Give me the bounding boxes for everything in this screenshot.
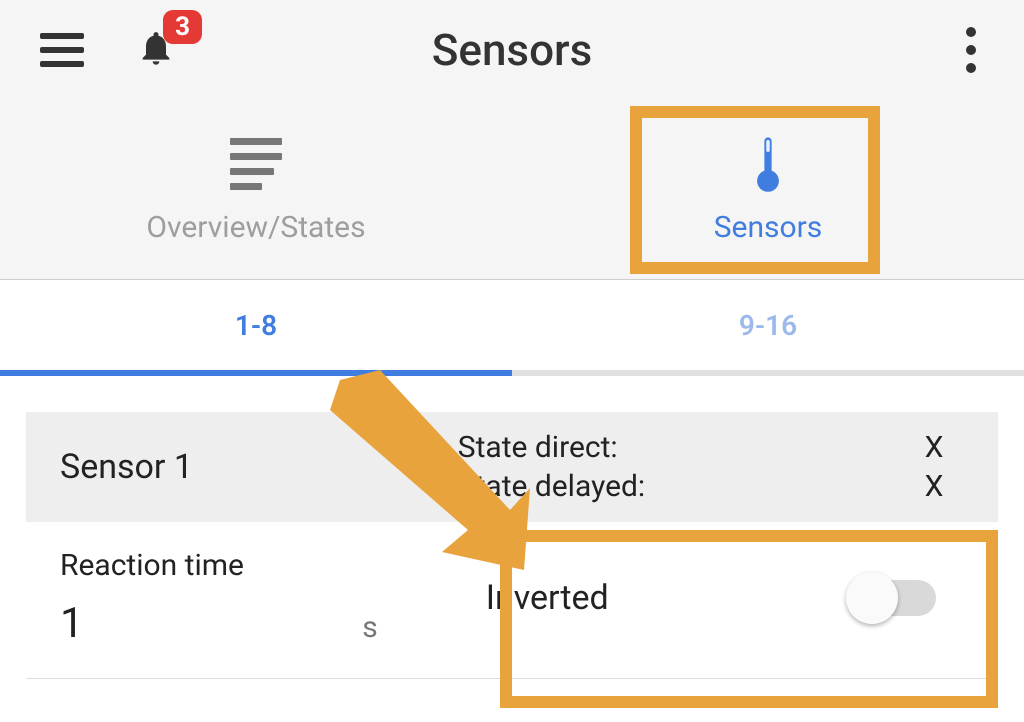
top-tabs: Overview/States Sensors: [0, 100, 1024, 280]
reaction-time-value: 1: [60, 599, 84, 648]
state-direct-value: X: [904, 430, 964, 465]
sensor-list: Sensor 1 State direct: X State delayed: …: [0, 376, 1024, 679]
state-delayed-label: State delayed:: [458, 469, 904, 504]
reaction-time-field[interactable]: Reaction time 1 s: [60, 548, 458, 648]
inverted-row: Inverted: [458, 548, 964, 648]
state-direct-label: State direct:: [458, 430, 904, 465]
range-tabs: 1-8 9-16: [0, 280, 1024, 376]
inverted-label: Inverted: [486, 578, 609, 618]
sensor-name: Sensor 1: [60, 447, 458, 487]
tab-label: Sensors: [714, 210, 823, 245]
tab-range-9-16[interactable]: 9-16: [512, 280, 1024, 376]
tab-sensors[interactable]: Sensors: [512, 100, 1024, 279]
more-menu-icon[interactable]: [958, 19, 984, 81]
tab-label: Overview/States: [146, 210, 365, 245]
state-direct-row: State direct: X: [458, 430, 964, 465]
sensor-card: Sensor 1 State direct: X State delayed: …: [26, 412, 998, 679]
sensor-body: Reaction time 1 s Inverted: [26, 522, 998, 678]
toggle-knob: [846, 572, 898, 624]
reaction-time-unit: s: [362, 610, 457, 645]
tab-overview-states[interactable]: Overview/States: [0, 100, 512, 279]
state-delayed-value: X: [904, 469, 964, 504]
inverted-toggle[interactable]: [850, 580, 936, 616]
menu-icon[interactable]: [40, 33, 84, 67]
app-bar: 3 Sensors: [0, 0, 1024, 100]
tab-range-1-8[interactable]: 1-8: [0, 280, 512, 376]
sensor-header: Sensor 1 State direct: X State delayed: …: [26, 412, 998, 522]
list-icon: [230, 134, 282, 194]
thermometer-icon: [753, 134, 783, 194]
sensor-state-block: State direct: X State delayed: X: [458, 430, 964, 504]
reaction-time-label: Reaction time: [60, 548, 458, 583]
notification-badge: 3: [163, 10, 202, 44]
state-delayed-row: State delayed: X: [458, 469, 964, 504]
notifications-button[interactable]: 3: [136, 24, 176, 76]
